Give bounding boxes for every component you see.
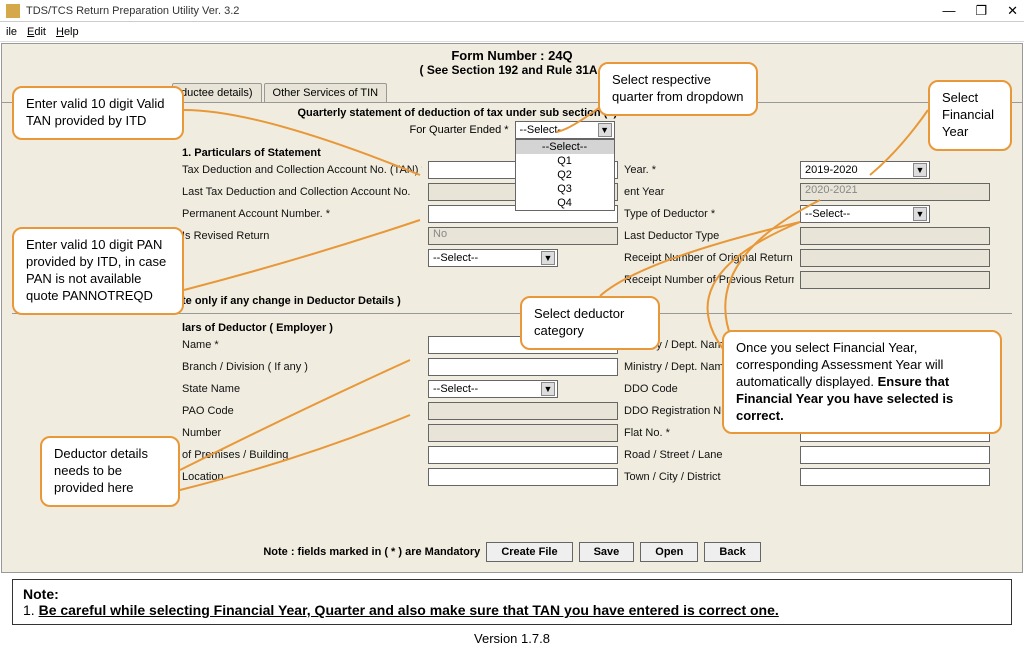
menu-file[interactable]: ile [6, 26, 17, 38]
last-tan-label: Last Tax Deduction and Collection Accoun… [182, 186, 422, 198]
pao-label: PAO Code [182, 405, 422, 417]
revised-value: No [428, 227, 618, 245]
location-input[interactable] [428, 468, 618, 486]
mandatory-note: Note : fields marked in ( * ) are Mandat… [263, 546, 480, 558]
fy-label: Year. * [624, 164, 794, 176]
callout-quarter: Select respective quarter from dropdown [598, 62, 758, 116]
deductor-type-select[interactable]: --Select-- ▼ [800, 205, 930, 223]
minimize-button[interactable]: — [942, 3, 955, 19]
form-section: ( See Section 192 and Rule 31A ) [2, 63, 1022, 81]
quarter-option[interactable]: Q1 [516, 154, 614, 168]
footer: Note : fields marked in ( * ) are Mandat… [2, 536, 1022, 568]
window-title: TDS/TCS Return Preparation Utility Ver. … [26, 5, 239, 17]
pao-input [428, 402, 618, 420]
chevron-down-icon: ▼ [541, 251, 555, 265]
pan-label: Permanent Account Number. * [182, 208, 422, 220]
town-label: Town / City / District [624, 471, 794, 483]
road-label: Road / Street / Lane [624, 449, 794, 461]
quarter-select-value: --Select-- [520, 124, 565, 136]
version: Version 1.7.8 [0, 627, 1024, 650]
blank-select[interactable]: --Select--▼ [428, 249, 558, 267]
fy-value: 2019-2020 [805, 164, 858, 176]
number-label: Number [182, 427, 422, 439]
save-button[interactable]: Save [579, 542, 635, 562]
create-file-button[interactable]: Create File [486, 542, 572, 562]
window-controls: — ❐ ✕ [942, 3, 1018, 19]
note-title: Note: [23, 586, 1001, 602]
branch-label: Branch / Division ( If any ) [182, 361, 422, 373]
chevron-down-icon: ▼ [913, 163, 927, 177]
receipt-orig-label: Receipt Number of Original Return [624, 252, 794, 264]
quarter-option[interactable]: Q2 [516, 168, 614, 182]
callout-fy: Select Financial Year [928, 80, 1012, 151]
chevron-down-icon: ▼ [598, 123, 612, 137]
quarter-option[interactable]: Q4 [516, 196, 614, 210]
callout-pan: Enter valid 10 digit PAN provided by ITD… [12, 227, 184, 315]
state-select[interactable]: --Select--▼ [428, 380, 558, 398]
title-bar: TDS/TCS Return Preparation Utility Ver. … [0, 0, 1024, 22]
ay-label: ent Year [624, 186, 794, 198]
chevron-down-icon: ▼ [913, 207, 927, 221]
back-button[interactable]: Back [704, 542, 760, 562]
note-line-prefix: 1. [23, 602, 39, 618]
road-input[interactable] [800, 446, 990, 464]
state-label: State Name [182, 383, 422, 395]
tab-deductee[interactable]: ductee details) [172, 83, 262, 102]
maximize-button[interactable]: ❐ [975, 3, 987, 19]
menu-bar: ile Edit Help [0, 22, 1024, 42]
town-input[interactable] [800, 468, 990, 486]
last-ded-type-label: Last Deductor Type [624, 230, 794, 242]
quarter-dropdown[interactable]: --Select-- Q1 Q2 Q3 Q4 [515, 139, 615, 211]
form-number: Form Number : 24Q [2, 44, 1022, 63]
premises-input[interactable] [428, 446, 618, 464]
last-ded-type-value [800, 227, 990, 245]
ay-value: 2020-2021 [800, 183, 990, 201]
location-label: Location [182, 471, 422, 483]
callout-tan: Enter valid 10 digit Valid TAN provided … [12, 86, 184, 140]
quarter-label: For Quarter Ended * [409, 124, 508, 136]
receipt-prev-value [800, 271, 990, 289]
note-line-text: Be careful while selecting Financial Yea… [39, 602, 779, 618]
tab-other-services[interactable]: Other Services of TIN [264, 83, 388, 102]
quarter-select[interactable]: --Select-- ▼ [515, 121, 615, 139]
menu-help[interactable]: Help [56, 26, 79, 38]
quarter-option[interactable]: Q3 [516, 182, 614, 196]
premises-label: of Premises / Building [182, 449, 422, 461]
callout-category: Select deductor category [520, 296, 660, 350]
receipt-prev-label: Receipt Number of Previous Return [624, 274, 794, 286]
number-input [428, 424, 618, 442]
close-button[interactable]: ✕ [1007, 3, 1018, 19]
app-icon [6, 4, 20, 18]
tan-label: Tax Deduction and Collection Account No.… [182, 164, 422, 176]
chevron-down-icon: ▼ [541, 382, 555, 396]
deductor-type-value: --Select-- [805, 208, 850, 220]
note-box: Note: 1. Be careful while selecting Fina… [12, 579, 1012, 625]
receipt-orig-value [800, 249, 990, 267]
callout-ay: Once you select Financial Year, correspo… [722, 330, 1002, 434]
quarter-option[interactable]: --Select-- [516, 140, 614, 154]
branch-input[interactable] [428, 358, 618, 376]
open-button[interactable]: Open [640, 542, 698, 562]
fy-select[interactable]: 2019-2020 ▼ [800, 161, 930, 179]
revised-label: Is Revised Return [182, 230, 422, 242]
deductor-type-label: Type of Deductor * [624, 208, 794, 220]
menu-edit[interactable]: Edit [27, 26, 46, 38]
name-label: Name * [182, 339, 422, 351]
callout-deductor-details: Deductor details needs to be provided he… [40, 436, 180, 507]
